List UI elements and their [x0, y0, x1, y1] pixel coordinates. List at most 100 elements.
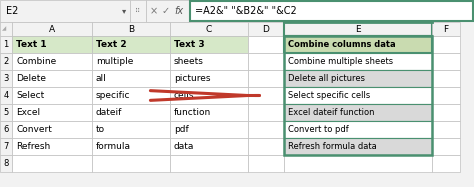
Bar [284, 36, 432, 155]
Bar [432, 87, 460, 104]
Text: Combine multiple sheets: Combine multiple sheets [288, 57, 393, 66]
Bar [284, 22, 432, 36]
Bar [432, 104, 460, 121]
Text: sheets: sheets [174, 57, 204, 66]
Bar [284, 138, 432, 155]
Text: =A2&" "&B2&" "&C2: =A2&" "&B2&" "&C2 [195, 6, 297, 16]
Bar [170, 104, 248, 121]
Bar [248, 22, 284, 36]
Text: ▾: ▾ [122, 7, 126, 16]
Bar [0, 155, 12, 172]
Bar [92, 138, 170, 155]
Text: Refresh formula data: Refresh formula data [288, 142, 377, 151]
Bar [0, 53, 12, 70]
Bar [12, 104, 92, 121]
Bar [248, 36, 284, 53]
Text: fx: fx [174, 6, 183, 16]
Text: Delete all pictures: Delete all pictures [288, 74, 365, 83]
Text: Select specific cells: Select specific cells [288, 91, 370, 100]
Bar [248, 70, 284, 87]
Text: ×: × [150, 6, 158, 16]
Bar [12, 36, 92, 53]
Text: 6: 6 [3, 125, 9, 134]
Bar [284, 121, 432, 138]
Bar [92, 121, 170, 138]
Text: cells: cells [174, 91, 194, 100]
Bar [170, 121, 248, 138]
Text: ◢: ◢ [2, 27, 6, 31]
Text: 5: 5 [3, 108, 9, 117]
Bar [432, 22, 460, 36]
Bar [170, 53, 248, 70]
Bar [170, 22, 248, 36]
Bar [92, 22, 170, 36]
Bar [0, 0, 130, 22]
Text: Delete: Delete [16, 74, 46, 83]
Bar [92, 36, 170, 53]
Bar [284, 87, 432, 104]
Bar [248, 138, 284, 155]
Text: function: function [174, 108, 211, 117]
Bar [284, 104, 432, 121]
Bar [432, 70, 460, 87]
Text: pdf: pdf [174, 125, 189, 134]
Text: E2: E2 [6, 6, 18, 16]
Text: 7: 7 [3, 142, 9, 151]
Text: Combine: Combine [16, 57, 56, 66]
Bar [92, 87, 170, 104]
Bar [284, 53, 432, 70]
Bar [248, 87, 284, 104]
Bar [92, 53, 170, 70]
Text: data: data [174, 142, 194, 151]
Bar [12, 155, 92, 172]
Text: Text 3: Text 3 [174, 40, 205, 49]
Text: F: F [444, 24, 448, 33]
Bar [170, 70, 248, 87]
Text: C: C [206, 24, 212, 33]
Bar [92, 155, 170, 172]
Bar [170, 155, 248, 172]
Bar [146, 0, 190, 22]
Bar [248, 53, 284, 70]
Bar [0, 36, 12, 53]
Bar [12, 53, 92, 70]
Text: 8: 8 [3, 159, 9, 168]
Text: Text 1: Text 1 [16, 40, 46, 49]
Text: Convert: Convert [16, 125, 52, 134]
Text: 3: 3 [3, 74, 9, 83]
Text: specific: specific [96, 91, 130, 100]
Bar [12, 121, 92, 138]
Text: pictures: pictures [174, 74, 210, 83]
Text: D: D [263, 24, 269, 33]
Text: E: E [355, 24, 361, 33]
Bar [0, 121, 12, 138]
Bar [0, 104, 12, 121]
Bar [432, 36, 460, 53]
Text: all: all [96, 74, 107, 83]
Bar [130, 0, 146, 22]
Text: A: A [49, 24, 55, 33]
Text: 1: 1 [3, 40, 9, 49]
Bar [0, 22, 12, 36]
Bar [432, 53, 460, 70]
Text: 4: 4 [3, 91, 9, 100]
Text: Combine columns data: Combine columns data [288, 40, 396, 49]
Text: ⠿: ⠿ [136, 8, 141, 14]
Bar [0, 87, 12, 104]
Bar [284, 155, 432, 172]
Bar [0, 138, 12, 155]
Bar [12, 70, 92, 87]
Bar [248, 104, 284, 121]
Bar [432, 155, 460, 172]
Bar [432, 121, 460, 138]
Bar [248, 121, 284, 138]
Bar [170, 138, 248, 155]
Text: formula: formula [96, 142, 131, 151]
Text: to: to [96, 125, 105, 134]
Bar [190, 1, 473, 21]
Text: multiple: multiple [96, 57, 133, 66]
Text: B: B [128, 24, 134, 33]
Bar [12, 22, 92, 36]
Bar [170, 36, 248, 53]
Bar [12, 138, 92, 155]
